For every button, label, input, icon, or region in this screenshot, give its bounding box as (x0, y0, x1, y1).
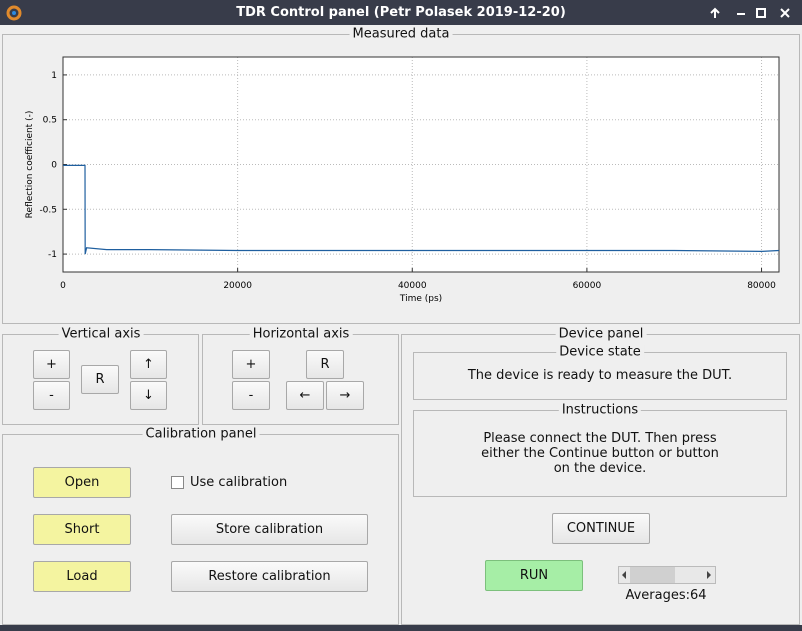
button[interactable]: Load (33, 561, 131, 592)
button[interactable]: Store calibration (171, 514, 368, 545)
y-axis-label: Reflection coefficient (-) (25, 111, 35, 219)
y-tick-label: 1 (51, 71, 57, 81)
panel-title: Instructions (558, 402, 642, 418)
y-tick-label: -1 (48, 250, 57, 260)
y-tick-label: 0.5 (43, 116, 57, 126)
button[interactable]: Open (33, 467, 131, 498)
button[interactable]: + (33, 350, 70, 379)
button[interactable]: ← (286, 381, 324, 410)
window-controls[interactable] (705, 5, 795, 21)
panel-title: Calibration panel (142, 426, 260, 442)
panel-title: Horizontal axis (249, 326, 353, 342)
x-tick-label: 20000 (223, 281, 252, 291)
x-tick-label: 0 (60, 281, 66, 291)
button[interactable]: ↑ (130, 350, 167, 379)
bottom-border (0, 625, 802, 631)
title-bar: TDR Control panel (Petr Polasek 2019-12-… (0, 0, 802, 25)
button[interactable]: → (326, 381, 364, 410)
button[interactable]: + (232, 350, 270, 379)
horizontal-panel (202, 334, 399, 425)
checkbox[interactable] (171, 476, 184, 489)
plot-frame (62, 56, 780, 273)
x-tick-label: 40000 (398, 281, 427, 291)
button[interactable]: CONTINUE (552, 513, 650, 544)
button[interactable]: Restore calibration (171, 561, 368, 592)
button[interactable]: RUN (485, 560, 583, 591)
button[interactable]: - (33, 381, 70, 410)
panel-title: Measured data (349, 26, 453, 42)
x-axis-label: Time (ps) (399, 294, 442, 304)
button[interactable]: - (232, 381, 270, 410)
panel-title: Device panel (555, 326, 647, 342)
panel-title: Device state (556, 344, 644, 360)
y-tick-label: 0 (51, 161, 57, 171)
state-text: The device is ready to measure the DUT. (467, 368, 733, 383)
panel-title: Vertical axis (58, 326, 144, 342)
instructions-text: Please connect the DUT. Then press eithe… (481, 431, 719, 476)
app-icon (6, 5, 22, 21)
chart: -1 -0.5 0 0.5 1 0 20000 40000 60000 80000 Time (ps… (25, 56, 780, 304)
button[interactable]: R (306, 350, 344, 379)
data-line (63, 164, 780, 255)
x-tick-label: 80000 (747, 281, 776, 291)
y-tick-label: -0.5 (39, 205, 57, 215)
slider[interactable] (618, 566, 716, 584)
checkbox-label[interactable]: Use calibration (190, 475, 288, 490)
x-tick-label: 60000 (573, 281, 602, 291)
averages-label: Averages:64 (625, 588, 707, 603)
window-title: TDR Control panel (Petr Polasek 2019-12-… (236, 5, 566, 20)
button[interactable]: R (81, 365, 119, 394)
button[interactable]: ↓ (130, 381, 167, 410)
button[interactable]: Short (33, 514, 131, 545)
